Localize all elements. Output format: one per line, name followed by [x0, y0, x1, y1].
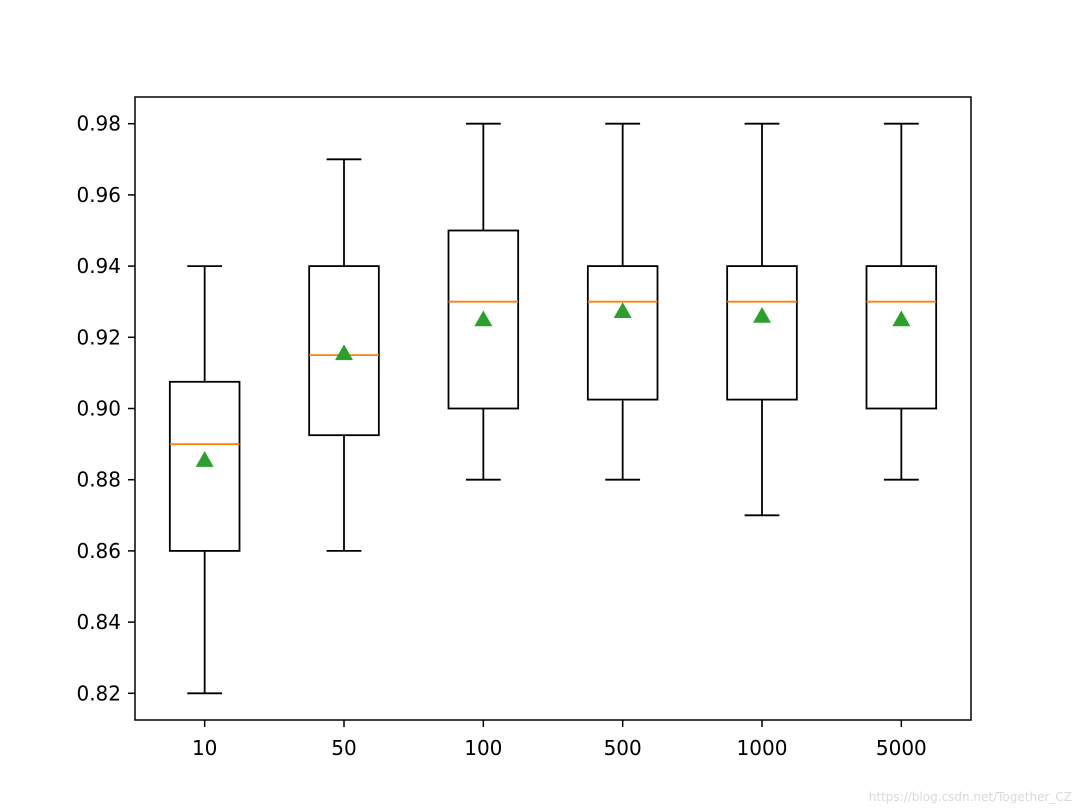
- x-tick-label: 50: [331, 736, 356, 760]
- x-tick-label: 500: [604, 736, 642, 760]
- iqr-box: [586, 265, 659, 401]
- x-tick-label: 100: [464, 736, 502, 760]
- x-tick-label: 5000: [876, 736, 927, 760]
- x-axis: 10 50 100 500 1000 5000: [192, 720, 927, 760]
- y-tick-label: 0.96: [76, 183, 121, 207]
- x-tick-label: 1000: [737, 736, 788, 760]
- y-tick-label: 0.88: [76, 468, 121, 492]
- box-1000: [726, 122, 798, 517]
- boxes-layer: [168, 122, 938, 695]
- iqr-box: [865, 265, 938, 410]
- iqr-box: [168, 380, 241, 552]
- y-tick-label: 0.98: [76, 112, 121, 136]
- watermark-text: https://blog.csdn.net/Together_CZ: [868, 790, 1072, 804]
- iqr-box: [308, 265, 380, 437]
- mean-marker: [335, 344, 353, 361]
- box-50: [308, 158, 380, 552]
- y-tick-label: 0.82: [76, 681, 121, 705]
- iqr-box: [447, 229, 520, 410]
- iqr-box: [726, 265, 798, 401]
- y-tick-label: 0.86: [76, 539, 121, 563]
- box-5000: [865, 122, 938, 481]
- y-tick-label: 0.90: [76, 397, 121, 421]
- mean-marker: [474, 310, 493, 327]
- y-tick-label: 0.92: [76, 325, 121, 349]
- box-500: [586, 122, 659, 481]
- mean-marker: [753, 306, 771, 323]
- y-tick-label: 0.84: [76, 610, 121, 634]
- box-10: [168, 265, 241, 695]
- mean-marker: [613, 302, 632, 319]
- y-axis: 0.82 0.84 0.86 0.88 0.90 0.92 0.94 0.96 0.98: [76, 112, 135, 705]
- y-tick-label: 0.94: [76, 254, 121, 278]
- x-tick-label: 10: [192, 736, 217, 760]
- mean-marker: [195, 451, 214, 467]
- plot-frame: [134, 96, 972, 721]
- box-100: [447, 122, 520, 481]
- mean-marker: [892, 310, 911, 327]
